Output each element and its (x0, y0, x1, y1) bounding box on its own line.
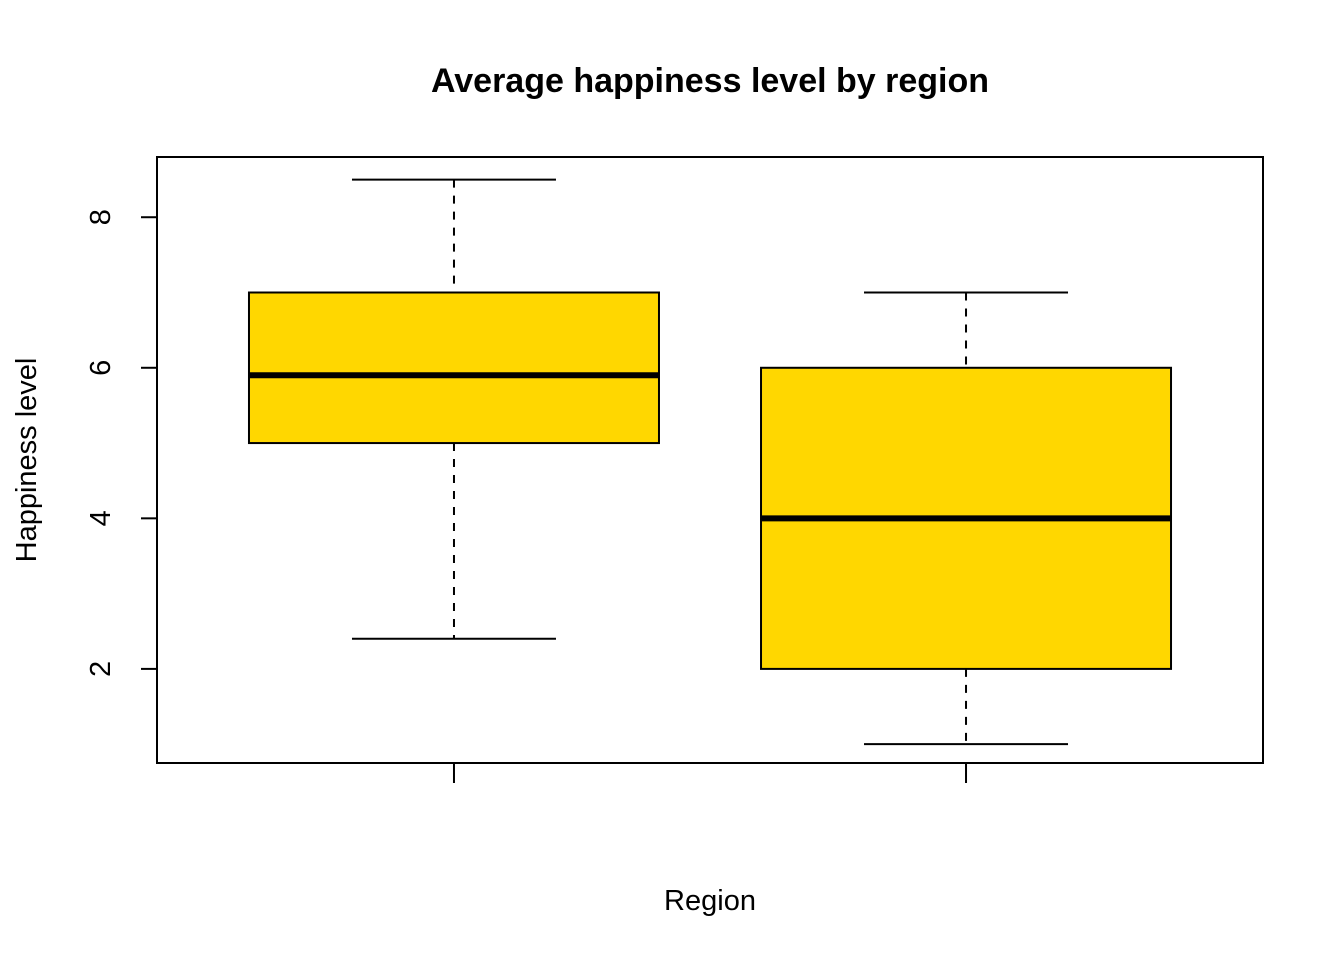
y-tick-label: 4 (85, 510, 117, 526)
plot-area: 2 4 6 8 (85, 178, 1173, 783)
y-tick-label: 6 (85, 360, 117, 376)
chart-title: Average happiness level by region (431, 62, 989, 100)
plot-frame (156, 156, 1264, 764)
y-tick-label: 8 (85, 209, 117, 225)
box-iqr (247, 291, 660, 445)
x-axis-label: Region (664, 885, 756, 917)
y-axis-label: Happiness level (11, 358, 43, 563)
y-tick-label: 2 (85, 661, 117, 677)
